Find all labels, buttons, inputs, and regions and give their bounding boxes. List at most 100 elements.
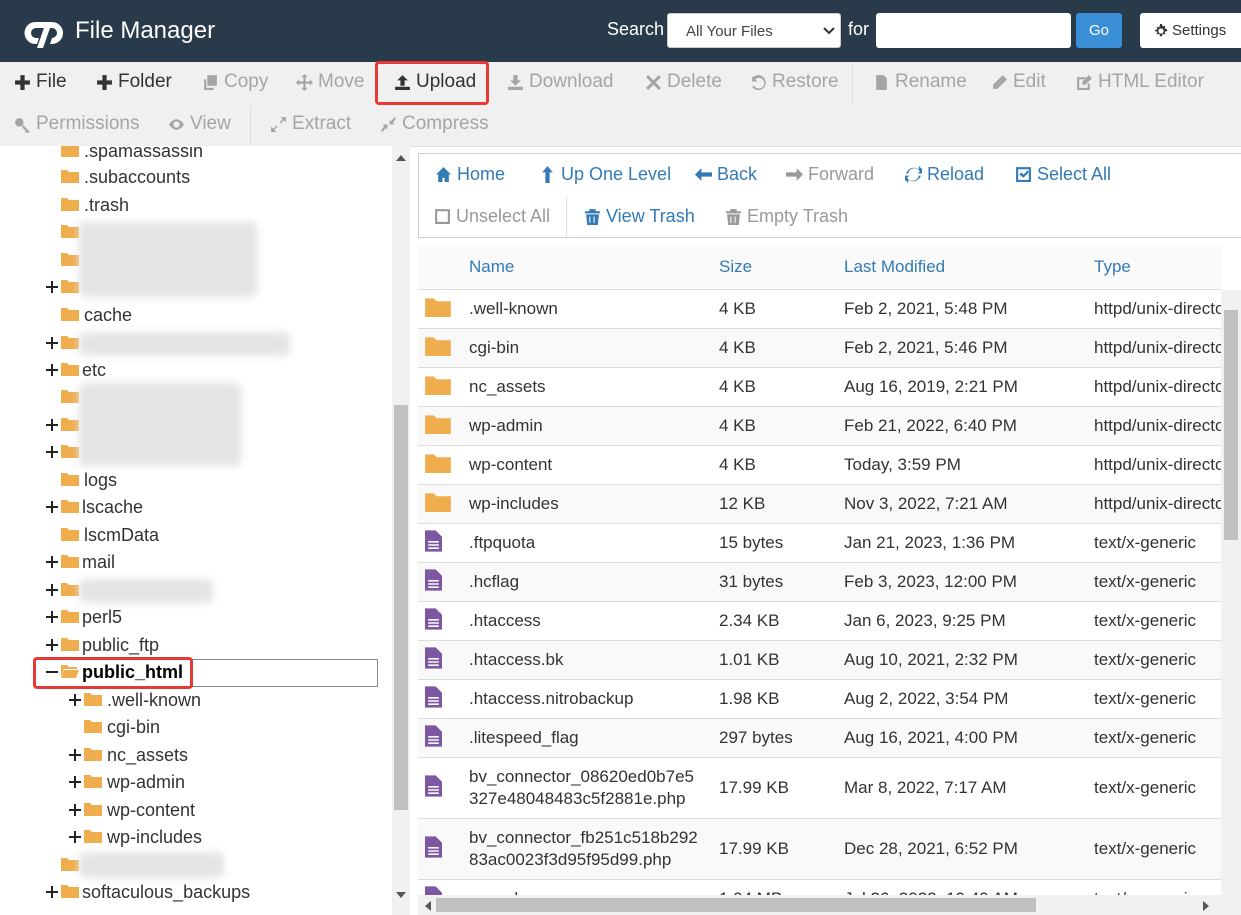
file-row[interactable]: .litespeed_flag 297 bytes Aug 16, 2021, 4:… — [418, 718, 1221, 758]
restore-button[interactable]: Restore — [750, 69, 839, 95]
table-hscrollbar[interactable] — [418, 895, 1241, 915]
select-all-link[interactable]: Select All — [1015, 164, 1111, 185]
expand-toggle[interactable] — [69, 776, 81, 788]
view-button[interactable]: View — [168, 111, 231, 137]
permissions-button[interactable]: Permissions — [14, 111, 139, 137]
expand-toggle[interactable] — [46, 446, 58, 458]
file-row[interactable]: .htaccess.nitrobackup 1.98 KB Aug 2, 2022,… — [418, 679, 1221, 719]
forward-link[interactable]: Forward — [786, 164, 874, 185]
tree-item[interactable]: .trash — [84, 194, 130, 215]
tree-item[interactable]: lscache — [82, 496, 144, 517]
tree-item[interactable]: etc — [82, 359, 107, 380]
compress-button[interactable]: Compress — [380, 111, 489, 137]
tree-item[interactable]: .subaccounts — [84, 166, 191, 187]
column-header[interactable]: Size — [710, 245, 835, 290]
download-button[interactable]: Download — [507, 69, 614, 95]
size-cell: 4 KB — [710, 367, 835, 407]
go-button[interactable]: Go — [1076, 13, 1122, 48]
tree-item[interactable]: wp-includes — [107, 826, 203, 847]
reload-link[interactable]: Reload — [905, 164, 984, 185]
tree-item[interactable]: lscmData — [84, 524, 160, 545]
folder-icon — [425, 336, 451, 356]
search-input[interactable] — [876, 13, 1071, 48]
scroll-thumb[interactable] — [436, 898, 1036, 912]
scroll-left[interactable] — [424, 901, 432, 911]
delete-button[interactable]: Delete — [645, 69, 722, 95]
move-button[interactable]: Move — [296, 69, 364, 95]
html-editor-button[interactable]: HTML Editor — [1076, 69, 1204, 95]
expand-toggle[interactable] — [69, 804, 81, 816]
tree-item[interactable]: public_html — [82, 661, 184, 682]
file-row[interactable]: wp-admin 4 KB Feb 21, 2022, 6:40 PM httpd/u… — [418, 406, 1221, 446]
tree-item[interactable]: perl5 — [82, 606, 123, 627]
tree-item[interactable]: mail — [82, 551, 116, 572]
label: HTML Editor — [1098, 71, 1204, 92]
collapse-toggle[interactable] — [46, 666, 58, 678]
file-row[interactable]: wp-content 4 KB Today, 3:59 PM httpd/unix-d… — [418, 445, 1221, 485]
file-row[interactable]: .ftpquota 15 bytes Jan 21, 2023, 1:36 PM te… — [418, 523, 1221, 563]
tree-item[interactable]: logs — [84, 469, 118, 490]
file-row[interactable]: error_log1.04 MBJul 26, 2022, 10:40 AMte… — [418, 879, 1221, 895]
expand-toggle[interactable] — [46, 419, 58, 431]
label: Home — [457, 164, 506, 184]
copy-button[interactable]: Copy — [202, 69, 268, 95]
tree-item[interactable]: wp-content — [107, 799, 196, 820]
file-button[interactable]: File — [14, 69, 67, 95]
table-vscrollbar[interactable] — [1221, 290, 1241, 895]
file-row[interactable]: .hcflag 31 bytes Feb 3, 2023, 12:00 PM text… — [418, 562, 1221, 602]
tree-item[interactable]: .well-known — [107, 689, 202, 710]
settings-button[interactable]: Settings — [1140, 13, 1241, 48]
up-link[interactable]: Up One Level — [539, 164, 671, 185]
search-scope-select[interactable]: All Your Files — [667, 13, 841, 48]
column-header[interactable]: Name — [460, 245, 710, 290]
tree-item[interactable]: wp-admin — [107, 771, 186, 792]
rename-button[interactable]: Rename — [873, 69, 967, 95]
expand-toggle[interactable] — [69, 749, 81, 761]
file-row[interactable]: .well-known 4 KB Feb 2, 2021, 5:48 PM httpd… — [418, 289, 1221, 329]
folder-button[interactable]: Folder — [96, 69, 172, 95]
file-row[interactable]: wp-includes 12 KB Nov 3, 2022, 7:21 AM http… — [418, 484, 1221, 524]
expand-toggle[interactable] — [46, 337, 58, 349]
edit-button[interactable]: Edit — [991, 69, 1046, 95]
scroll-right[interactable] — [1202, 901, 1210, 911]
tree-item[interactable]: nc_assets — [107, 744, 189, 765]
file-icon — [425, 685, 442, 708]
back-link[interactable]: Back — [695, 164, 757, 185]
tree-item[interactable]: cgi-bin — [107, 716, 161, 737]
tree-item[interactable]: cache — [84, 304, 133, 325]
tree-scrollbar[interactable] — [392, 146, 410, 915]
expand-toggle[interactable] — [46, 281, 58, 293]
expand-toggle[interactable] — [46, 556, 58, 568]
file-row[interactable]: cgi-bin 4 KB Feb 2, 2021, 5:46 PM httpd/uni… — [418, 328, 1221, 368]
scroll-down[interactable] — [396, 891, 406, 899]
expand-toggle[interactable] — [46, 639, 58, 651]
tree-item[interactable]: public_ftp — [82, 634, 160, 655]
file-row[interactable]: bv_connector_08620ed0b7e5327e48048483c5f… — [418, 757, 1221, 819]
tree-item[interactable]: .spamassassin — [84, 146, 204, 161]
scroll-up[interactable] — [396, 154, 406, 162]
scroll-thumb[interactable] — [1224, 310, 1238, 540]
upload-button[interactable]: Upload — [394, 69, 476, 95]
expand-toggle[interactable] — [46, 886, 58, 898]
unselect-all-link[interactable]: Unselect All — [434, 206, 550, 227]
expand-toggle[interactable] — [69, 694, 81, 706]
extract-button[interactable]: Extract — [270, 111, 351, 137]
tree-item[interactable]: softaculous_backups — [82, 881, 251, 902]
file-row[interactable]: .htaccess.bk 1.01 KB Aug 10, 2021, 2:32 PM… — [418, 640, 1221, 680]
file-row[interactable]: bv_connector_fb251c518b29283ac0023f3d95f… — [418, 818, 1221, 880]
expand-toggle[interactable] — [69, 831, 81, 843]
scroll-thumb[interactable] — [394, 405, 408, 810]
modified-cell: Dec 28, 2021, 6:52 PM — [835, 818, 1085, 880]
home-link[interactable]: Home — [435, 164, 505, 185]
view-trash-link[interactable]: View Trash — [584, 206, 695, 227]
column-header[interactable]: Type — [1085, 245, 1221, 290]
folder-icon — [84, 830, 102, 843]
file-row[interactable]: nc_assets 4 KB Aug 16, 2019, 2:21 PM httpd/… — [418, 367, 1221, 407]
expand-toggle[interactable] — [46, 584, 58, 596]
file-row[interactable]: .htaccess 2.34 KB Jan 6, 2023, 9:25 PM text… — [418, 601, 1221, 641]
expand-toggle[interactable] — [46, 364, 58, 376]
expand-toggle[interactable] — [46, 611, 58, 623]
expand-toggle[interactable] — [46, 501, 58, 513]
empty-trash-link[interactable]: Empty Trash — [725, 206, 848, 227]
column-header[interactable]: Last Modified — [835, 245, 1085, 290]
